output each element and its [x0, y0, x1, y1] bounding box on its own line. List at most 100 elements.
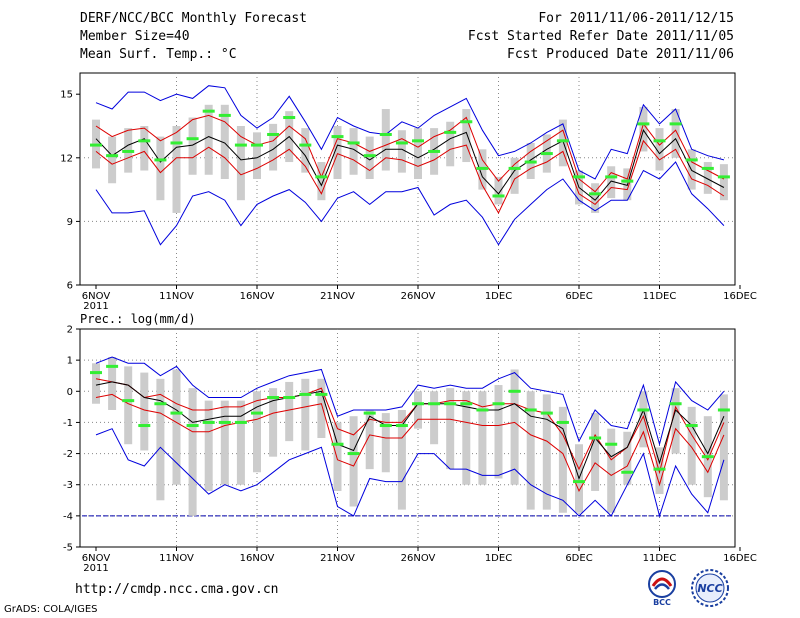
y-tick-label: 15 [60, 90, 73, 101]
spread-box [108, 357, 117, 410]
spread-box [253, 391, 261, 473]
obs-marker [492, 402, 505, 406]
spread-box [719, 394, 728, 501]
series-line-mean [95, 381, 725, 480]
variable-label: Mean Surf. Temp.: °C [80, 47, 237, 62]
spread-box [220, 400, 229, 485]
spread-box [542, 394, 551, 510]
forecast-period: For 2011/11/06-2011/12/15 [538, 11, 734, 26]
y-tick-label: -5 [63, 543, 73, 554]
spread-box [220, 104, 229, 179]
ncc-logo: NCC [691, 569, 729, 607]
plot-frame [79, 328, 736, 548]
obs-marker [347, 452, 360, 456]
spread-box [92, 363, 100, 404]
obs-marker [701, 455, 714, 459]
obs-marker [106, 364, 119, 368]
obs-marker [589, 436, 602, 440]
spread-box [430, 391, 439, 445]
series-line-mean [95, 129, 725, 201]
obs-marker [460, 120, 473, 124]
obs-marker [621, 179, 634, 183]
fcst-started-date: Fcst Started Refer Date 2011/11/05 [467, 29, 734, 44]
obs-marker [122, 149, 135, 153]
obs-marker [106, 154, 119, 158]
series-line-min [95, 161, 725, 246]
spread-box [108, 136, 117, 184]
obs-marker [331, 135, 344, 139]
obs-marker [412, 139, 424, 143]
obs-marker [540, 152, 553, 156]
obs-marker [315, 175, 328, 179]
series-line-max [95, 85, 725, 180]
spread-box [204, 104, 213, 175]
member-size-label: Member Size=40 [80, 29, 190, 44]
spread-box [462, 391, 471, 485]
obs-marker [444, 402, 457, 406]
spread-box [639, 106, 648, 152]
obs-marker [524, 408, 537, 412]
spread-box [381, 413, 390, 473]
obs-marker [363, 154, 376, 158]
obs-marker [637, 122, 650, 126]
y-tick-label: 6 [67, 281, 73, 292]
obs-marker [476, 166, 489, 170]
spread-box [607, 428, 616, 513]
obs-marker [717, 175, 730, 179]
spread-box [156, 378, 165, 501]
y-tick-label: 12 [60, 153, 73, 164]
obs-marker [251, 143, 263, 147]
y-tick-label: -4 [63, 511, 73, 522]
obs-marker [540, 411, 553, 415]
obs-marker [653, 139, 666, 143]
obs-marker [90, 143, 102, 147]
y-tick-label: -2 [63, 449, 73, 460]
spread-box [269, 388, 278, 457]
obs-marker [170, 141, 183, 145]
footer-url[interactable]: http://cmdp.ncc.cma.gov.cn [75, 582, 279, 597]
fcst-produced-date: Fcst Produced Date 2011/11/06 [507, 47, 734, 62]
obs-marker [379, 132, 392, 136]
obs-marker [605, 442, 618, 446]
spread-box [188, 117, 197, 175]
obs-marker [234, 143, 247, 147]
spread-box [462, 109, 471, 163]
obs-marker [138, 424, 151, 428]
spread-box [655, 128, 664, 171]
x-tick-label: 16DEC [723, 553, 757, 564]
spread-box [558, 119, 567, 167]
spread-box [301, 128, 310, 173]
spread-box [140, 126, 149, 171]
spread-box [687, 406, 696, 485]
y-tick-label: 1 [67, 356, 73, 367]
spread-box [494, 176, 503, 205]
obs-marker [331, 442, 344, 446]
y-tick-label: 0 [67, 387, 73, 398]
obs-marker [685, 158, 698, 162]
series-line-max [95, 356, 725, 447]
obs-marker [589, 192, 602, 196]
spread-box [591, 183, 600, 213]
spread-box [204, 400, 213, 491]
obs-marker [218, 113, 231, 117]
spread-box [446, 121, 455, 167]
x-year-label: 2011 [83, 563, 108, 574]
spread-box [253, 132, 261, 179]
spread-box [301, 378, 310, 451]
bcc-logo: BCC [648, 570, 676, 607]
x-tick-label: 16NOV [240, 291, 275, 302]
spread-box [414, 128, 422, 179]
panel-title: Prec.: log(mm/d) [80, 312, 196, 326]
spread-box [317, 162, 326, 201]
obs-marker [347, 141, 360, 145]
obs-marker [202, 420, 215, 424]
obs-marker [653, 467, 666, 471]
obs-marker [186, 424, 199, 428]
series-line-upper [95, 114, 725, 193]
obs-marker [573, 480, 585, 484]
y-tick-label: -1 [63, 418, 73, 429]
x-tick-label: 6DEC [565, 553, 592, 564]
obs-marker [283, 396, 296, 400]
obs-marker [299, 143, 312, 147]
